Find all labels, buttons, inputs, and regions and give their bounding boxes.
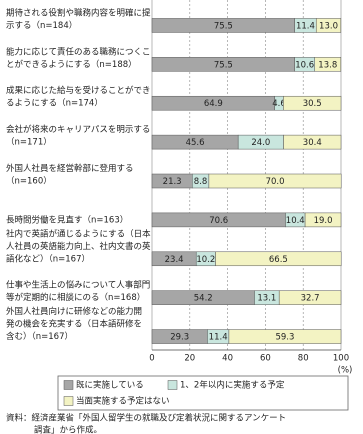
x-tick-label: 20	[184, 354, 195, 364]
value-label: 75.5	[214, 60, 233, 70]
value-label: 13.0	[319, 21, 338, 31]
bar-segment	[228, 329, 342, 344]
category-label: 仕事や生活上の悩みについて人事部門	[6, 280, 150, 291]
category-label: 成果に応じた給与を受けることができ	[6, 85, 151, 96]
bar-segment	[315, 18, 342, 33]
category-label: 語化など）（n=167）	[6, 253, 90, 264]
legend-label: 既に実施している	[76, 380, 144, 391]
x-tick-label: 100	[333, 354, 349, 364]
value-label: 45.6	[186, 138, 205, 148]
category-label: 期待される役割や職務内容を明確に提	[6, 7, 151, 18]
value-label: 21.3	[163, 177, 182, 187]
value-label: 54.2	[194, 294, 213, 304]
value-label: 10.4	[286, 216, 305, 226]
category-label: 含む）（n=167）	[6, 331, 73, 342]
category-label: 外国人社員を経営幹部に登用する	[6, 163, 134, 174]
category-label: るようにする（n=174）	[6, 98, 103, 109]
legend-swatch	[63, 396, 74, 406]
value-label: 4.6	[272, 99, 286, 109]
value-label: 30.5	[303, 99, 322, 109]
bar-segment	[283, 134, 342, 150]
category-label: 能力に応じて責任のある職務につくこ	[6, 46, 151, 57]
value-label: 32.7	[301, 294, 320, 304]
legend-label: 当面実施する予定はない	[76, 396, 170, 407]
bar-segment	[314, 57, 342, 72]
value-label: 10.6	[295, 60, 314, 70]
value-label: 70.0	[266, 177, 285, 187]
value-label: 59.3	[275, 333, 294, 343]
value-label: 64.9	[204, 99, 223, 109]
source-note: 資料：経済産業省「外国人留学生の就職及び定着状況に関するアンケート	[6, 413, 286, 424]
category-label: （n=171）	[6, 137, 52, 148]
value-label: 11.4	[209, 333, 228, 343]
value-label: 66.5	[269, 255, 288, 265]
value-label: 30.4	[303, 138, 322, 148]
category-label: とができるようにする（n=188）	[6, 59, 137, 70]
value-label: 75.5	[214, 21, 233, 31]
x-tick-label: 40	[222, 354, 233, 364]
x-tick-label: 80	[298, 354, 309, 364]
bar-segment	[304, 212, 342, 228]
value-label: 10.2	[196, 255, 215, 265]
category-label: 示する（n=184）	[6, 20, 77, 31]
category-label: 等が定期的に相談にのる（n=168）	[6, 292, 145, 303]
x-unit: (%)	[338, 366, 353, 376]
category-label: 発の機会を充実する（日本語研修を	[6, 319, 142, 330]
value-label: 13.8	[318, 60, 337, 70]
legend-swatch	[63, 380, 74, 390]
value-label: 13.1	[257, 294, 276, 304]
category-label: 外国人社員向けに研修などの能力開	[6, 306, 142, 317]
value-label: 23.4	[165, 255, 184, 265]
bar-segment	[278, 290, 342, 305]
category-label: 社内で英語が通じるようにする（日本	[6, 228, 151, 239]
x-tick-label: 0	[149, 354, 154, 364]
value-label: 11.4	[296, 21, 315, 31]
value-label: 70.6	[209, 216, 228, 226]
legend-box	[57, 375, 349, 411]
bar-segment	[215, 251, 342, 267]
value-label: 19.0	[314, 216, 333, 226]
category-label: 人社員の英語能力向上、社内文書の英	[6, 241, 151, 252]
value-label: 29.3	[170, 333, 189, 343]
bar-segment	[283, 95, 342, 111]
category-label: 会社が将来のキャリアパスを明示する	[6, 124, 150, 135]
bar-segment	[208, 173, 342, 189]
source-note: 調査」から作成。	[34, 425, 102, 434]
category-label: （n=160）	[6, 176, 52, 187]
value-label: 8.8	[194, 177, 208, 187]
x-tick-label: 60	[260, 354, 271, 364]
legend-label: 1、2年以内に実施する予定	[180, 380, 285, 391]
value-label: 24.0	[251, 138, 270, 148]
category-label: 長時間労働を見直す（n=163）	[6, 214, 128, 225]
legend-swatch	[167, 380, 178, 390]
